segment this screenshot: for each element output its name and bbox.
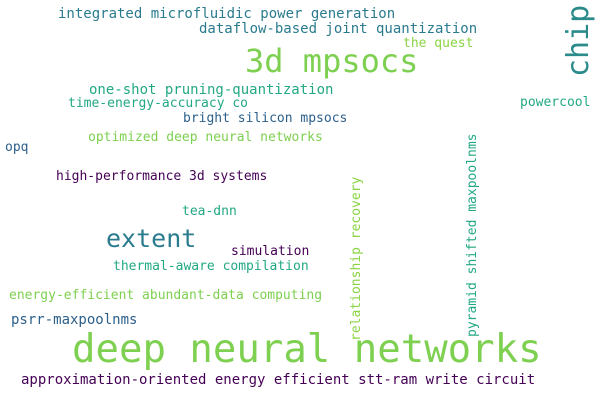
word-time-energy-accuracy-co: time-energy-accuracy co [68,96,249,111]
word-energy-efficient-abundant-data-computing: energy-efficient abundant-data computing [9,288,323,303]
word-extent: extent [106,224,197,253]
word-simulation: simulation [231,244,310,259]
word-optimized-deep-neural-networks: optimized deep neural networks [88,130,323,145]
word-psrr-maxpoolnms: psrr-maxpoolnms [11,312,138,328]
word-3d-mpsocs: 3d mpsocs [245,42,419,80]
word-deep-neural-networks: deep neural networks [72,327,542,372]
word-pyramid-shifted-maxpoolnms: pyramid shifted maxpoolnms [465,133,480,338]
word-high-performance-3d-systems: high-performance 3d systems [56,169,268,184]
word-chip: chip [561,4,596,77]
word-dataflow-based-joint-quantization: dataflow-based joint quantization [199,21,478,37]
word-thermal-aware-compilation: thermal-aware compilation [113,259,309,274]
word-one-shot-pruning-quantization: one-shot pruning-quantization [89,82,334,98]
word-integrated-microfluidic-power-generation: integrated microfluidic power generation [58,6,396,22]
word-opq: opq [5,140,29,155]
word-relationship-recovery: relationship recovery [349,176,364,341]
word-tea-dnn: tea-dnn [182,204,237,219]
word-bright-silicon-mpsocs: bright silicon mpsocs [183,111,348,126]
word-approximation-oriented-energy-efficient-stt-ram-write-circuit: approximation-oriented energy efficient … [21,372,536,388]
word-the-quest: the quest [403,36,474,51]
word-powercool: powercool [520,95,591,110]
